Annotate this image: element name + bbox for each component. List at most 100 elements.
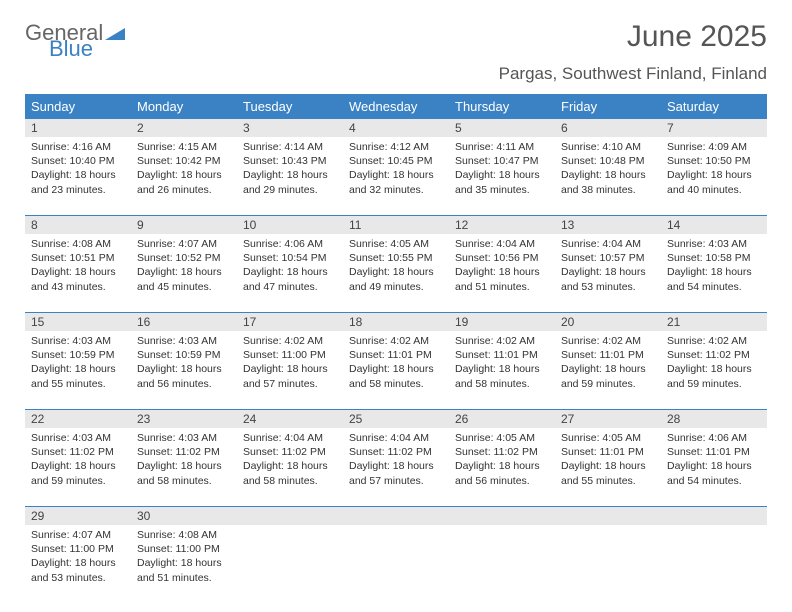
sunset-line: Sunset: 10:54 PM [243,251,337,265]
dl1-line: Daylight: 18 hours [667,362,761,376]
dl2-line: and 35 minutes. [455,183,549,197]
dl2-line: and 51 minutes. [455,280,549,294]
dl2-line: and 23 minutes. [31,183,125,197]
dl2-line: and 51 minutes. [137,571,231,585]
day-cell [237,525,343,603]
dl2-line: and 59 minutes. [561,377,655,391]
sunset-line: Sunset: 11:00 PM [31,542,125,556]
day-cell: Sunrise: 4:06 AMSunset: 11:01 PMDaylight… [661,428,767,506]
sunrise-line: Sunrise: 4:04 AM [243,431,337,445]
dl2-line: and 38 minutes. [561,183,655,197]
day-number: 20 [555,313,661,331]
day-cell: Sunrise: 4:03 AMSunset: 10:58 PMDaylight… [661,234,767,312]
sunrise-line: Sunrise: 4:04 AM [561,237,655,251]
dl2-line: and 40 minutes. [667,183,761,197]
sunset-line: Sunset: 10:58 PM [667,251,761,265]
dl2-line: and 45 minutes. [137,280,231,294]
sunset-line: Sunset: 10:59 PM [31,348,125,362]
dl2-line: and 32 minutes. [349,183,443,197]
sunset-line: Sunset: 11:02 PM [349,445,443,459]
dl1-line: Daylight: 18 hours [31,265,125,279]
sunset-line: Sunset: 11:01 PM [349,348,443,362]
dl1-line: Daylight: 18 hours [137,459,231,473]
dl2-line: and 53 minutes. [31,571,125,585]
sunrise-line: Sunrise: 4:07 AM [31,528,125,542]
sunset-line: Sunset: 11:00 PM [243,348,337,362]
day-number: 10 [237,216,343,234]
day-cell [661,525,767,603]
dl1-line: Daylight: 18 hours [561,168,655,182]
dl1-line: Daylight: 18 hours [561,362,655,376]
dl1-line: Daylight: 18 hours [137,362,231,376]
day-number: 22 [25,410,131,428]
day-number: 7 [661,119,767,137]
dl1-line: Daylight: 18 hours [137,168,231,182]
dl1-line: Daylight: 18 hours [667,168,761,182]
day-number-row: 15161718192021 [25,313,767,331]
day-number: 4 [343,119,449,137]
day-cell: Sunrise: 4:02 AMSunset: 11:02 PMDaylight… [661,331,767,409]
day-number: 14 [661,216,767,234]
dl1-line: Daylight: 18 hours [455,459,549,473]
day-header: Tuesday [237,94,343,119]
day-number: 17 [237,313,343,331]
dl2-line: and 26 minutes. [137,183,231,197]
day-cell [449,525,555,603]
dl2-line: and 53 minutes. [561,280,655,294]
sunset-line: Sunset: 11:02 PM [455,445,549,459]
title-block: June 2025 [627,20,767,54]
day-number: 2 [131,119,237,137]
logo-triangle-icon [105,20,125,46]
sunrise-line: Sunrise: 4:02 AM [455,334,549,348]
sunrise-line: Sunrise: 4:16 AM [31,140,125,154]
day-cell: Sunrise: 4:04 AMSunset: 10:56 PMDaylight… [449,234,555,312]
day-header: Thursday [449,94,555,119]
dl1-line: Daylight: 18 hours [455,265,549,279]
dl2-line: and 54 minutes. [667,280,761,294]
day-cell: Sunrise: 4:08 AMSunset: 10:51 PMDaylight… [25,234,131,312]
dl2-line: and 58 minutes. [349,377,443,391]
location: Pargas, Southwest Finland, Finland [25,64,767,84]
sunset-line: Sunset: 11:00 PM [137,542,231,556]
day-number: 3 [237,119,343,137]
dl1-line: Daylight: 18 hours [31,168,125,182]
dl1-line: Daylight: 18 hours [243,168,337,182]
sunrise-line: Sunrise: 4:05 AM [561,431,655,445]
sunrise-line: Sunrise: 4:03 AM [31,431,125,445]
logo-text-blue: Blue [49,36,93,62]
day-number: 12 [449,216,555,234]
sunset-line: Sunset: 10:55 PM [349,251,443,265]
day-number: 23 [131,410,237,428]
day-cell: Sunrise: 4:02 AMSunset: 11:01 PMDaylight… [555,331,661,409]
dl1-line: Daylight: 18 hours [349,459,443,473]
sunrise-line: Sunrise: 4:11 AM [455,140,549,154]
day-number [343,507,449,525]
sunset-line: Sunset: 10:56 PM [455,251,549,265]
dl2-line: and 59 minutes. [31,474,125,488]
sunset-line: Sunset: 10:52 PM [137,251,231,265]
sunrise-line: Sunrise: 4:15 AM [137,140,231,154]
sunset-line: Sunset: 10:42 PM [137,154,231,168]
day-cell: Sunrise: 4:15 AMSunset: 10:42 PMDaylight… [131,137,237,215]
day-number: 5 [449,119,555,137]
sunrise-line: Sunrise: 4:03 AM [667,237,761,251]
sunset-line: Sunset: 11:01 PM [561,445,655,459]
calendar: Sunday Monday Tuesday Wednesday Thursday… [25,94,767,603]
day-number: 24 [237,410,343,428]
day-cell: Sunrise: 4:11 AMSunset: 10:47 PMDaylight… [449,137,555,215]
dl2-line: and 55 minutes. [31,377,125,391]
day-cell: Sunrise: 4:03 AMSunset: 11:02 PMDaylight… [131,428,237,506]
day-cell: Sunrise: 4:09 AMSunset: 10:50 PMDaylight… [661,137,767,215]
day-number: 30 [131,507,237,525]
sunset-line: Sunset: 10:51 PM [31,251,125,265]
day-cell: Sunrise: 4:05 AMSunset: 11:01 PMDaylight… [555,428,661,506]
day-cell: Sunrise: 4:16 AMSunset: 10:40 PMDaylight… [25,137,131,215]
day-cell: Sunrise: 4:03 AMSunset: 11:02 PMDaylight… [25,428,131,506]
sunrise-line: Sunrise: 4:12 AM [349,140,443,154]
dl2-line: and 43 minutes. [31,280,125,294]
dl2-line: and 59 minutes. [667,377,761,391]
day-header: Monday [131,94,237,119]
sunrise-line: Sunrise: 4:02 AM [243,334,337,348]
day-number: 18 [343,313,449,331]
sunrise-line: Sunrise: 4:04 AM [349,431,443,445]
